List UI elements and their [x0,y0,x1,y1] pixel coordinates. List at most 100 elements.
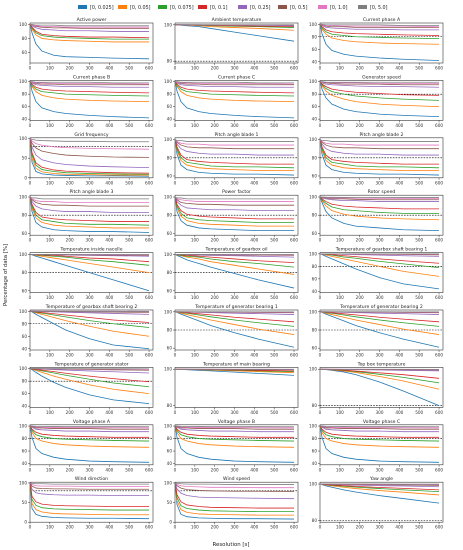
series-line [30,196,150,229]
x-tick-label: 0 [319,238,322,243]
series-line [175,425,295,430]
plot-frame [319,367,444,408]
series-line [30,81,150,94]
x-tick-label: 400 [105,295,113,300]
y-tick-label: 80 [167,213,173,218]
x-tick-label: 200 [66,410,74,415]
x-tick-label: 500 [415,353,423,358]
panel-title: Power factor [222,189,251,195]
series-line [175,81,295,94]
series-line [320,425,440,438]
series-line [30,138,150,150]
y-tick-label: 0 [24,520,27,525]
x-tick-label: 500 [415,66,423,71]
x-tick-label: 300 [231,123,239,128]
series-line [175,425,295,429]
y-tick-label: 60 [167,449,173,454]
x-tick-label: 100 [336,180,344,185]
panel-title: Current phase A [363,17,401,23]
x-tick-label: 100 [46,467,54,472]
x-tick-label: 400 [105,180,113,185]
legend-entry: [0, 0.025] [78,5,114,11]
x-tick-label: 100 [336,467,344,472]
x-tick-label: 200 [66,467,74,472]
y-tick-label: 80 [312,213,318,218]
panel: Pitch angle blade 3 60 80 100 0 100 200 300 400 5… [19,189,153,243]
x-tick-label: 100 [336,295,344,300]
plot-frame [29,309,154,351]
series-line [320,196,440,221]
x-tick-label: 200 [211,123,219,128]
y-tick-label: 40 [312,461,318,466]
x-tick-label: 600 [435,123,443,128]
y-tick-label: 100 [19,79,27,84]
series-line [175,482,295,493]
series-line [30,425,150,433]
y-tick-label: 100 [19,424,27,429]
x-tick-label: 300 [231,66,239,71]
series-line [30,196,150,222]
x-tick-label: 400 [395,123,403,128]
y-tick-label: 100 [164,309,172,314]
x-tick-label: 300 [231,295,239,300]
y-tick-label: 80 [22,379,28,384]
x-tick-label: 400 [395,180,403,185]
x-tick-label: 600 [435,66,443,71]
y-tick-label: 40 [22,117,28,122]
series-line [175,81,295,119]
panel: Current phase A 40 60 80 100 0 100 200 300 400 500… [309,17,443,71]
series-line [320,196,440,232]
y-tick-label: 60 [22,391,28,396]
y-tick-label: 40 [312,117,318,122]
series-line [30,254,150,292]
plot-frame [29,481,154,523]
series-line [320,23,440,28]
x-tick-label: 600 [290,295,298,300]
y-tick-label: 80 [22,213,28,218]
series-line [30,81,150,84]
plot-frame [174,22,299,64]
y-tick-label: 60 [22,449,28,454]
legend-entry: [0, 0.075] [158,5,194,11]
x-tick-label: 400 [250,295,258,300]
y-tick-label: 100 [164,367,172,372]
series-line [175,425,295,442]
y-tick-label: 80 [312,155,318,160]
y-tick-label: 40 [22,461,28,466]
y-tick-label: 100 [309,251,317,256]
x-tick-label: 500 [270,123,278,128]
series-line [30,138,150,143]
series-line [30,81,150,119]
x-tick-label: 500 [125,353,133,358]
series-line [30,482,150,511]
series-line [30,425,150,428]
series-line [320,139,440,176]
x-tick-label: 0 [319,525,322,530]
x-tick-label: 400 [395,467,403,472]
y-tick-label: 100 [164,480,172,485]
x-tick-label: 300 [86,238,94,243]
x-tick-label: 200 [211,525,219,530]
series-line [30,482,150,496]
x-tick-label: 400 [105,525,113,530]
y-tick-label: 100 [19,22,27,27]
panel-title: Voltage phase C [363,419,400,425]
x-tick-label: 100 [191,525,199,530]
series-line [175,196,295,220]
panel: Temperature of generator bearing 1 60 80 10… [164,304,298,358]
x-tick-label: 600 [435,525,443,530]
x-tick-label: 100 [46,295,54,300]
series-line [30,196,150,213]
series-line [320,196,440,202]
y-tick-label: 100 [309,309,317,314]
series-line [320,139,440,169]
y-tick-label: 80 [312,264,318,269]
plot-frame [174,80,299,121]
x-tick-label: 0 [29,525,32,530]
legend-label: [0, 0.5] [290,5,308,11]
x-tick-label: 0 [29,66,32,71]
x-tick-label: 400 [250,180,258,185]
series-line [320,139,440,165]
x-tick-label: 200 [66,295,74,300]
series-line [30,482,150,516]
